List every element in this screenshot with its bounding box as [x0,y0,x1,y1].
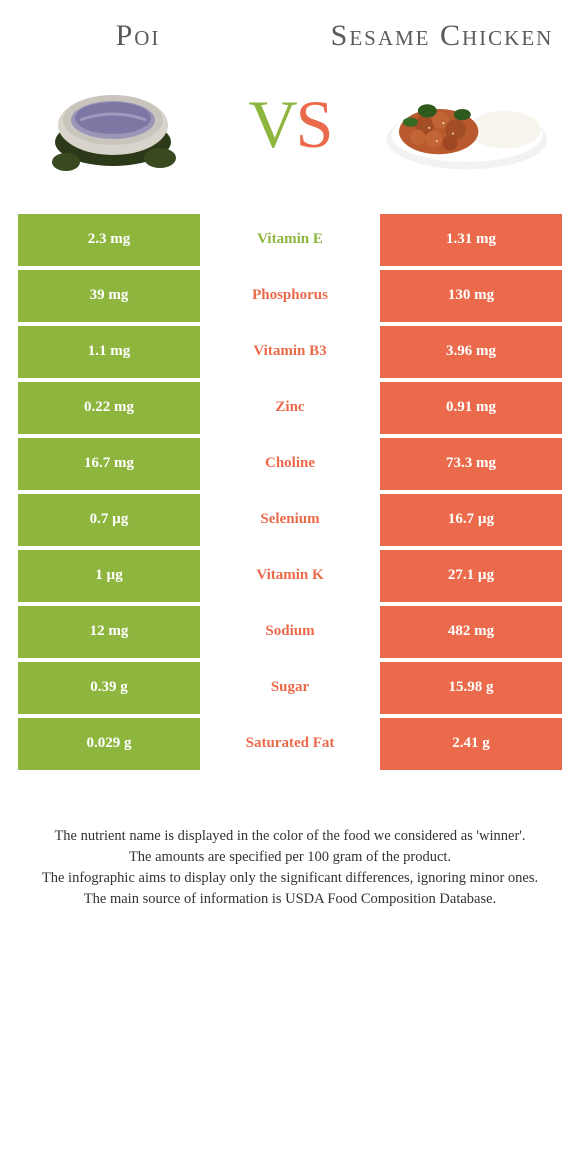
food-left-title: Poi [18,20,258,52]
table-row: 0.7 µgSelenium16.7 µg [18,494,562,546]
left-value-cell: 1 µg [18,550,200,602]
left-value-cell: 1.1 mg [18,326,200,378]
food-left-image [28,70,198,180]
sesame-chicken-icon [382,70,552,180]
right-value-cell: 15.98 g [380,662,562,714]
nutrient-name-cell: Sodium [200,606,380,658]
right-value-cell: 3.96 mg [380,326,562,378]
right-value-cell: 130 mg [380,270,562,322]
table-row: 1 µgVitamin K27.1 µg [18,550,562,602]
food-right-title: Sesame Chicken [322,20,562,52]
footnote-line: The nutrient name is displayed in the co… [24,826,556,846]
nutrient-name-cell: Selenium [200,494,380,546]
right-value-cell: 73.3 mg [380,438,562,490]
table-row: 1.1 mgVitamin B33.96 mg [18,326,562,378]
footnotes: The nutrient name is displayed in the co… [18,826,562,910]
footnote-line: The main source of information is USDA F… [24,889,556,909]
nutrient-name-cell: Phosphorus [200,270,380,322]
food-right-image [382,70,552,180]
table-row: 0.39 gSugar15.98 g [18,662,562,714]
left-value-cell: 16.7 mg [18,438,200,490]
table-row: 2.3 mgVitamin E1.31 mg [18,214,562,266]
poi-bowl-icon [38,70,188,180]
right-value-cell: 482 mg [380,606,562,658]
right-value-cell: 16.7 µg [380,494,562,546]
nutrient-name-cell: Vitamin B3 [200,326,380,378]
right-value-cell: 0.91 mg [380,382,562,434]
table-row: 0.029 gSaturated Fat2.41 g [18,718,562,770]
nutrient-table: 2.3 mgVitamin E1.31 mg39 mgPhosphorus130… [18,214,562,770]
footnote-line: The amounts are specified per 100 gram o… [24,847,556,867]
vs-label: VS [249,85,332,164]
vs-v: V [249,86,296,162]
left-value-cell: 0.22 mg [18,382,200,434]
right-value-cell: 27.1 µg [380,550,562,602]
left-value-cell: 12 mg [18,606,200,658]
right-value-cell: 1.31 mg [380,214,562,266]
nutrient-name-cell: Choline [200,438,380,490]
table-row: 16.7 mgCholine73.3 mg [18,438,562,490]
table-row: 12 mgSodium482 mg [18,606,562,658]
infographic-container: Poi Sesame Chicken VS [0,0,580,910]
left-value-cell: 0.7 µg [18,494,200,546]
left-value-cell: 39 mg [18,270,200,322]
footnote-line: The infographic aims to display only the… [24,868,556,888]
nutrient-name-cell: Zinc [200,382,380,434]
nutrient-name-cell: Saturated Fat [200,718,380,770]
nutrient-name-cell: Vitamin E [200,214,380,266]
right-value-cell: 2.41 g [380,718,562,770]
nutrient-name-cell: Sugar [200,662,380,714]
nutrient-name-cell: Vitamin K [200,550,380,602]
table-row: 39 mgPhosphorus130 mg [18,270,562,322]
left-value-cell: 2.3 mg [18,214,200,266]
vs-s: S [296,86,332,162]
table-row: 0.22 mgZinc0.91 mg [18,382,562,434]
left-value-cell: 0.39 g [18,662,200,714]
images-row: VS [18,70,562,180]
titles-row: Poi Sesame Chicken [18,20,562,52]
left-value-cell: 0.029 g [18,718,200,770]
